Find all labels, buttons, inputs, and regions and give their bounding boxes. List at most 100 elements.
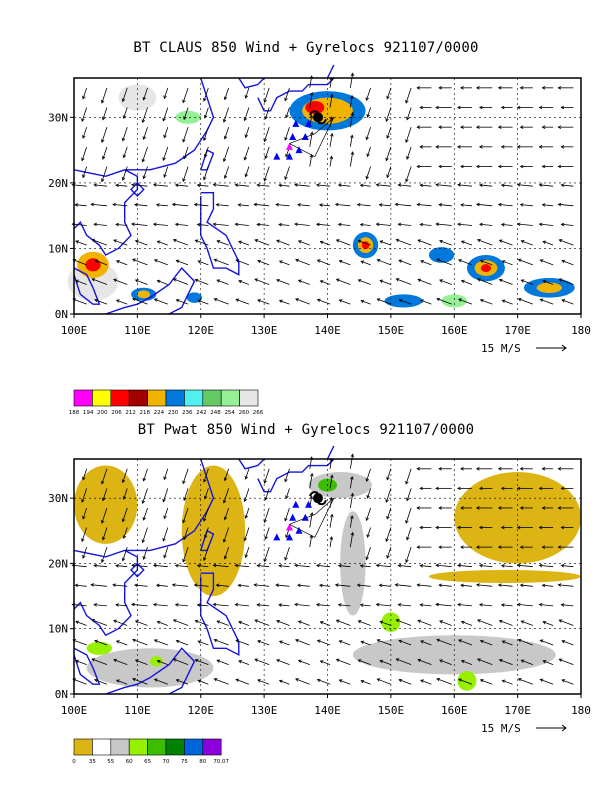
wind-vector-head bbox=[439, 620, 443, 624]
wind-vector bbox=[264, 507, 270, 523]
wind-vector-head bbox=[235, 639, 240, 643]
wind-vector-head bbox=[216, 279, 221, 283]
wind-vector-head bbox=[516, 183, 521, 187]
wind-vector bbox=[436, 184, 452, 187]
wind-vector-head bbox=[278, 222, 282, 227]
wind-vector-head bbox=[438, 583, 442, 588]
wind-vector-head bbox=[203, 495, 208, 500]
wind-vector-field bbox=[71, 453, 574, 685]
gyre-triangle-marker bbox=[273, 152, 281, 160]
wind-vector bbox=[439, 279, 452, 285]
wind-vector bbox=[358, 620, 371, 626]
wind-vector bbox=[197, 224, 209, 226]
wind-vector bbox=[420, 640, 432, 646]
wind-vector-head bbox=[284, 556, 288, 561]
wind-vector-head bbox=[101, 116, 106, 121]
wind-vector-head bbox=[520, 240, 525, 244]
colorbar-swatch bbox=[239, 389, 259, 407]
wind-vector-head bbox=[394, 202, 399, 207]
wind-vector bbox=[163, 468, 169, 480]
wind-vector-head bbox=[435, 105, 439, 110]
shading-region bbox=[441, 294, 467, 308]
wind-vector bbox=[157, 660, 168, 665]
wind-vector bbox=[517, 223, 533, 226]
coastline-layer bbox=[73, 445, 335, 695]
wind-vector-head bbox=[385, 157, 389, 162]
wind-vector bbox=[238, 584, 249, 587]
wind-vector-head bbox=[350, 492, 355, 497]
wind-vector bbox=[122, 546, 128, 561]
wind-vector bbox=[203, 127, 209, 141]
wind-vector-head bbox=[142, 477, 146, 482]
wind-vector-head bbox=[75, 659, 79, 664]
typhoon-symbol-tail bbox=[309, 110, 327, 125]
wind-vector bbox=[157, 240, 168, 246]
coastline bbox=[238, 77, 265, 89]
wind-vector-head bbox=[457, 563, 461, 568]
wind-vector-head bbox=[405, 559, 409, 564]
wind-vector bbox=[116, 299, 128, 305]
wind-vector bbox=[94, 184, 107, 187]
wind-vector-head bbox=[115, 679, 120, 683]
wind-vector bbox=[132, 298, 148, 305]
wind-vector-head bbox=[223, 477, 228, 482]
wind-vector bbox=[157, 621, 168, 626]
wind-vector-head bbox=[153, 259, 158, 263]
wind-vector-head bbox=[223, 555, 228, 560]
wind-vector bbox=[238, 204, 249, 207]
wind-vector-head bbox=[538, 105, 543, 110]
wind-vector-head bbox=[196, 183, 201, 188]
typhoon-symbol bbox=[312, 112, 323, 123]
wind-vector-head bbox=[318, 203, 323, 207]
coastline bbox=[73, 549, 139, 637]
wind-vector bbox=[540, 679, 554, 685]
wind-vector-head bbox=[416, 545, 420, 549]
wind-vector-head bbox=[416, 506, 420, 510]
wind-vector bbox=[163, 127, 169, 138]
wind-vector-head bbox=[244, 134, 249, 139]
wind-vector-head bbox=[497, 202, 502, 207]
wind-vector bbox=[339, 640, 351, 646]
wind-vector bbox=[476, 584, 493, 587]
wind-vector-head bbox=[134, 620, 139, 624]
wind-vector-head bbox=[315, 183, 320, 187]
shading-region bbox=[74, 465, 138, 544]
wind-vector-head bbox=[460, 86, 464, 90]
wind-vector-head bbox=[335, 658, 340, 662]
wind-vector-head bbox=[122, 115, 127, 120]
wind-vector-head bbox=[285, 534, 289, 539]
wind-vector bbox=[502, 299, 513, 305]
wind-vector bbox=[214, 259, 229, 266]
gyre-track-line bbox=[289, 497, 335, 538]
wind-vector bbox=[316, 223, 331, 226]
wind-vector-head bbox=[375, 563, 380, 568]
lat-lon-gridlines bbox=[74, 78, 581, 314]
wind-vector-head bbox=[365, 556, 369, 561]
wind-vector-head bbox=[542, 279, 547, 284]
wind-vector-head bbox=[275, 202, 279, 207]
wind-vector bbox=[329, 458, 333, 469]
wind-vector-head bbox=[141, 500, 146, 505]
wind-vector bbox=[521, 240, 533, 246]
gyre-triangle-marker bbox=[304, 500, 312, 508]
wind-vector bbox=[235, 679, 250, 685]
wind-vector bbox=[115, 604, 128, 607]
wind-vector-head bbox=[278, 260, 283, 264]
wind-vector bbox=[101, 166, 108, 182]
wind-vector-head bbox=[538, 563, 543, 568]
wind-vector bbox=[561, 640, 574, 646]
wind-vector bbox=[499, 620, 513, 626]
wind-vector-head bbox=[439, 279, 443, 283]
wind-vector-head bbox=[315, 222, 320, 227]
wind-vector-head bbox=[223, 516, 228, 521]
wind-vector bbox=[561, 223, 574, 226]
colorbar-label: 200 bbox=[97, 410, 108, 416]
wind-vector bbox=[94, 679, 108, 685]
wind-vector-head bbox=[460, 620, 465, 625]
wind-vector-head bbox=[141, 158, 146, 163]
wind-vector bbox=[339, 679, 351, 685]
wind-vector-head bbox=[395, 658, 400, 662]
wind-vector-head bbox=[397, 603, 402, 607]
wind-vector-head bbox=[419, 183, 424, 188]
wind-vector-head bbox=[156, 279, 161, 284]
